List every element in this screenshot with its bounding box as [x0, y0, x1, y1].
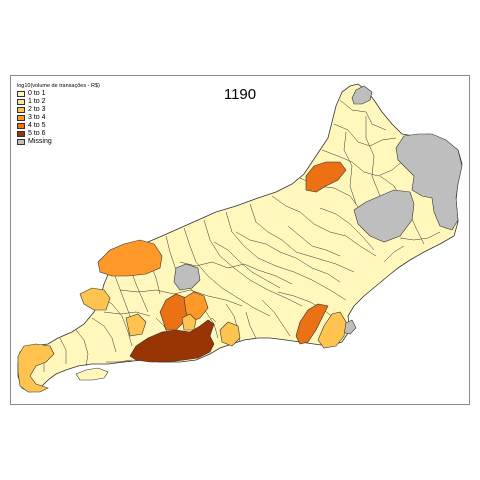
missing-northwest-tip [351, 85, 373, 105]
legend-item: 0 to 1 [17, 90, 117, 98]
legend-swatch [17, 123, 25, 129]
missing-northeast-large [353, 133, 463, 243]
legend-item: 2 to 3 [17, 106, 117, 114]
missing-central [173, 263, 201, 291]
island-ilha-grande [75, 367, 109, 381]
legend-label: Missing [28, 138, 52, 145]
legend-item: 3 to 4 [17, 114, 117, 122]
rio-de-janeiro-city [129, 319, 215, 363]
legend-swatch [17, 139, 25, 145]
legend-item: 1 to 2 [17, 98, 117, 106]
orange-rio-das-ostras [317, 311, 347, 349]
legend-swatch [17, 131, 25, 137]
legend-label: 0 to 1 [28, 90, 46, 97]
legend-item: 4 to 5 [17, 122, 117, 130]
coast-lines [106, 317, 217, 363]
orange-west-resende [97, 239, 163, 277]
legend-swatch [17, 99, 25, 105]
legend-label: 5 to 6 [28, 130, 46, 137]
orange-niteroi [181, 313, 197, 331]
orange-west-island [17, 343, 55, 393]
legend-swatch [17, 115, 25, 121]
legend-item: 5 to 6 [17, 130, 117, 138]
legend: log10(volume de transações - R$) 0 to 1 … [17, 83, 117, 146]
highlighted-municipalities [17, 85, 463, 393]
orange-north-cantagalo [305, 161, 347, 193]
orange-mage [219, 321, 241, 347]
legend-label: 1 to 2 [28, 98, 46, 105]
legend-label: 2 to 3 [28, 106, 46, 113]
legend-label: 3 to 4 [28, 114, 46, 121]
orange-west-barra [79, 287, 111, 311]
legend-swatch [17, 91, 25, 97]
dark-orange-macae [295, 303, 329, 345]
legend-item: Missing [17, 138, 117, 146]
legend-label: 4 to 5 [28, 122, 46, 129]
municipal-borders [39, 99, 441, 372]
legend-title: log10(volume de transações - R$) [17, 83, 100, 89]
orange-itaguai [125, 313, 147, 337]
legend-swatch [17, 107, 25, 113]
